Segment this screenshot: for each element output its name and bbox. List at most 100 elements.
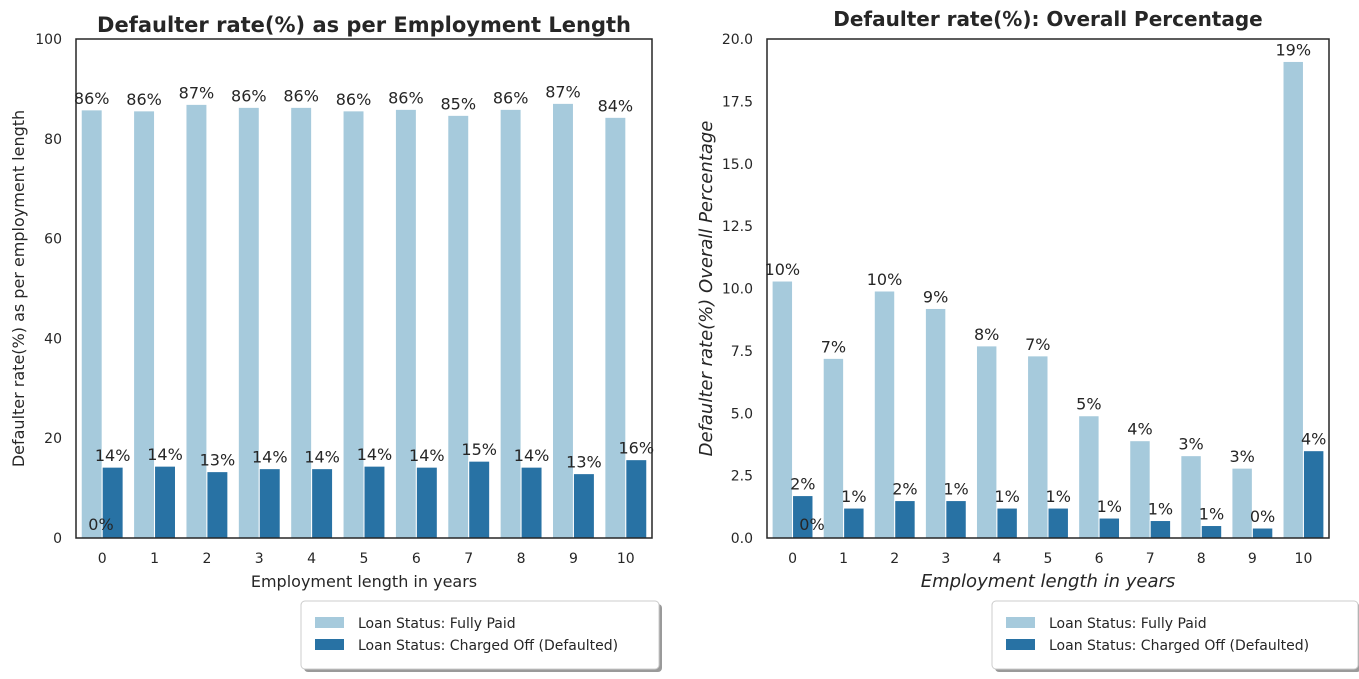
legend-box <box>300 600 660 670</box>
x-tick-label: 3 <box>941 551 950 567</box>
x-tick-label: 7 <box>464 551 473 567</box>
chart-employment-length: Defaulter rate(%) as per Employment Leng… <box>9 13 662 672</box>
bar-fully-paid <box>924 307 947 539</box>
data-label: 86% <box>74 89 110 108</box>
bar-charged-off <box>206 471 229 539</box>
data-label: 1% <box>1097 497 1122 516</box>
data-label: 8% <box>974 325 999 344</box>
y-tick-label: 20.0 <box>722 32 753 48</box>
data-label: 14% <box>514 446 550 465</box>
bar-fully-paid <box>1231 467 1253 539</box>
data-label: 2% <box>790 475 815 494</box>
legend-swatch <box>315 639 344 650</box>
bar-charged-off <box>572 473 595 539</box>
x-tick-label: 4 <box>992 551 1001 567</box>
data-label-extra: 0% <box>799 515 824 534</box>
bar-charged-off <box>1149 520 1172 539</box>
bar-charged-off <box>843 507 865 539</box>
bar-fully-paid <box>499 108 522 539</box>
x-tick-label: 5 <box>1044 551 1053 567</box>
x-axis-label: Employment length in years <box>251 572 477 591</box>
data-label: 14% <box>147 445 183 464</box>
data-label: 4% <box>1301 430 1326 449</box>
data-label: 3% <box>1229 447 1254 466</box>
data-label: 16% <box>619 439 655 458</box>
bar-fully-paid <box>771 280 794 539</box>
bar-charged-off <box>625 459 648 539</box>
y-tick-label: 20 <box>44 431 62 447</box>
x-tick-label: 9 <box>569 551 578 567</box>
bar-fully-paid <box>185 103 208 539</box>
bar-fully-paid <box>822 357 845 539</box>
legend-label: Loan Status: Fully Paid <box>358 616 516 632</box>
y-tick-label: 0.0 <box>731 531 753 547</box>
bar-charged-off <box>154 465 176 539</box>
data-label: 86% <box>126 90 162 109</box>
bar-fully-paid <box>604 116 627 539</box>
x-axis-label: Employment length in years <box>921 571 1176 592</box>
chart-overall-percentage: Defaulter rate(%): Overall Percentage10%… <box>696 7 1359 672</box>
bar-charged-off <box>1200 525 1223 539</box>
bar-charged-off <box>1047 507 1069 539</box>
x-tick-label: 8 <box>1197 551 1206 567</box>
data-label: 14% <box>252 448 288 467</box>
x-tick-label: 10 <box>617 551 635 567</box>
data-label: 3% <box>1178 435 1203 454</box>
data-label: 14% <box>409 446 445 465</box>
bar-charged-off <box>468 460 491 539</box>
data-label: 14% <box>304 448 340 467</box>
x-tick-label: 2 <box>890 551 899 567</box>
data-label: 1% <box>994 487 1019 506</box>
y-tick-label: 10.0 <box>722 282 753 298</box>
y-tick-label: 2.5 <box>731 469 753 485</box>
data-label: 86% <box>231 86 267 105</box>
bar-fully-paid <box>237 106 260 539</box>
data-label: 5% <box>1076 395 1101 414</box>
bar-fully-paid <box>394 108 417 539</box>
x-tick-label: 4 <box>307 551 316 567</box>
data-label: 13% <box>566 453 602 472</box>
bar-fully-paid <box>80 109 103 539</box>
y-axis-label: Defaulter rate(%) Overall Percentage <box>696 121 717 457</box>
bar-fully-paid <box>1078 415 1100 539</box>
data-label: 86% <box>283 86 319 105</box>
legend-label: Loan Status: Fully Paid <box>1049 616 1207 632</box>
bar-charged-off <box>520 466 543 539</box>
data-label: 84% <box>598 96 634 115</box>
bar-charged-off <box>1098 517 1121 539</box>
bar-fully-paid <box>447 114 470 539</box>
data-label: 10% <box>765 260 801 279</box>
y-tick-label: 15.0 <box>722 157 753 173</box>
data-label: 85% <box>440 94 476 113</box>
data-label: 9% <box>923 287 948 306</box>
bar-fully-paid <box>1180 455 1202 539</box>
x-tick-label: 1 <box>839 551 848 567</box>
legend-swatch <box>315 617 344 628</box>
bar-charged-off <box>1302 450 1325 539</box>
data-label: 19% <box>1275 40 1311 59</box>
plot-frame <box>75 38 653 539</box>
x-tick-label: 2 <box>202 551 211 567</box>
legend-label: Loan Status: Charged Off (Defaulted) <box>358 638 618 654</box>
legend-box <box>991 600 1359 670</box>
bar-fully-paid <box>342 110 365 539</box>
x-tick-label: 0 <box>788 551 797 567</box>
x-tick-label: 3 <box>255 551 264 567</box>
x-tick-label: 9 <box>1248 551 1257 567</box>
legend-label: Loan Status: Charged Off (Defaulted) <box>1049 638 1309 654</box>
chart-title: Defaulter rate(%): Overall Percentage <box>833 7 1263 31</box>
data-label: 87% <box>545 82 581 101</box>
data-label: 1% <box>841 487 866 506</box>
data-label-extra: 0% <box>88 515 113 534</box>
bar-charged-off <box>311 468 334 539</box>
y-tick-label: 5.0 <box>731 406 753 422</box>
y-axis-label: Defaulter rate(%) as per employment leng… <box>9 110 28 467</box>
y-tick-label: 7.5 <box>731 344 753 360</box>
data-label: 4% <box>1127 420 1152 439</box>
x-tick-label: 6 <box>412 551 421 567</box>
bar-charged-off <box>945 500 967 539</box>
legend-swatch <box>1006 639 1035 650</box>
x-tick-label: 5 <box>360 551 369 567</box>
x-tick-label: 6 <box>1095 551 1104 567</box>
